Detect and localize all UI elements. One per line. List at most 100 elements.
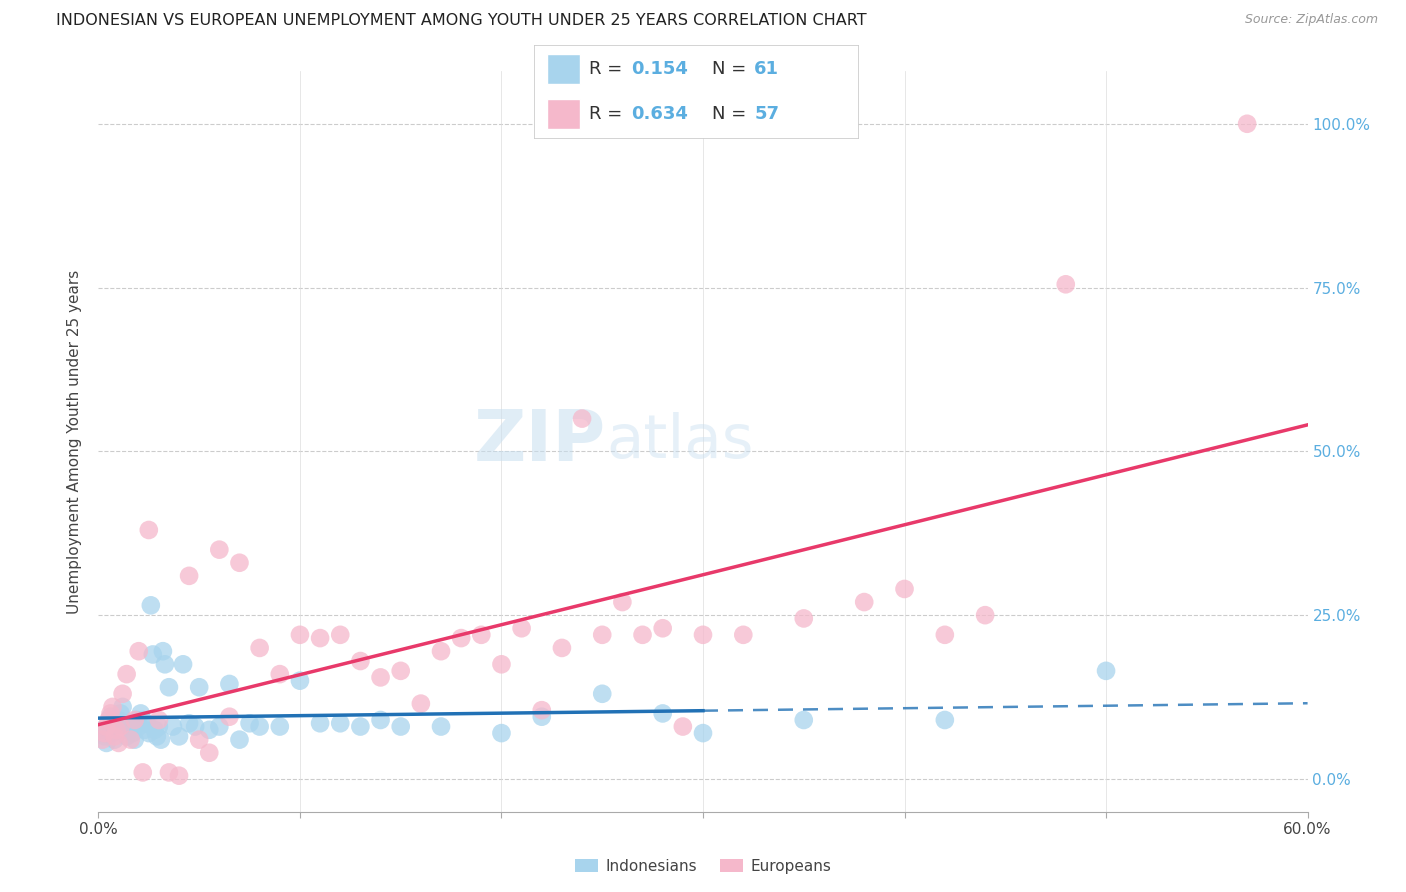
Point xyxy=(893,582,915,596)
Point xyxy=(179,569,201,583)
Point xyxy=(111,687,134,701)
Point xyxy=(120,732,142,747)
Point xyxy=(172,657,194,672)
Point xyxy=(101,726,124,740)
Point xyxy=(101,699,124,714)
Y-axis label: Unemployment Among Youth under 25 years: Unemployment Among Youth under 25 years xyxy=(67,269,83,614)
Point xyxy=(111,699,134,714)
Point xyxy=(114,723,136,737)
Point xyxy=(138,726,160,740)
Point xyxy=(91,732,114,747)
Point xyxy=(1236,117,1258,131)
Point xyxy=(135,716,157,731)
Point xyxy=(309,716,332,731)
Point xyxy=(198,723,221,737)
Point xyxy=(228,556,250,570)
Point xyxy=(934,628,956,642)
Point xyxy=(134,723,156,737)
Point xyxy=(132,765,155,780)
Point xyxy=(149,732,172,747)
Point xyxy=(288,673,311,688)
Point xyxy=(349,720,371,734)
Point xyxy=(138,523,160,537)
Point xyxy=(96,736,118,750)
Point xyxy=(853,595,876,609)
Point xyxy=(208,542,231,557)
Point xyxy=(152,644,174,658)
Point xyxy=(167,730,190,744)
Point xyxy=(591,628,613,642)
Point xyxy=(162,720,184,734)
Point xyxy=(125,713,148,727)
Point xyxy=(631,628,654,642)
Point xyxy=(974,608,997,623)
Text: Source: ZipAtlas.com: Source: ZipAtlas.com xyxy=(1244,13,1378,27)
Point xyxy=(269,667,291,681)
Point xyxy=(1095,664,1118,678)
Point xyxy=(409,697,432,711)
Point xyxy=(128,720,150,734)
Point xyxy=(491,657,513,672)
Point xyxy=(288,628,311,642)
Point xyxy=(249,720,271,734)
Point xyxy=(91,723,114,737)
Point xyxy=(591,687,613,701)
Point xyxy=(110,720,132,734)
Point xyxy=(188,680,211,694)
Point xyxy=(370,670,392,684)
Point xyxy=(249,640,271,655)
Point xyxy=(269,720,291,734)
Legend: Indonesians, Europeans: Indonesians, Europeans xyxy=(568,853,838,880)
Point xyxy=(128,644,150,658)
Point xyxy=(793,611,815,625)
Point xyxy=(121,726,143,740)
Point xyxy=(97,716,120,731)
Point xyxy=(124,732,146,747)
Text: N =: N = xyxy=(713,105,752,123)
Point xyxy=(157,680,180,694)
Point xyxy=(184,720,207,734)
Text: N =: N = xyxy=(713,60,752,78)
Point xyxy=(103,732,125,747)
Point xyxy=(692,628,714,642)
Point xyxy=(148,713,170,727)
Point xyxy=(93,726,115,740)
Point xyxy=(120,720,142,734)
Point xyxy=(470,628,492,642)
Text: 61: 61 xyxy=(754,60,779,78)
Point xyxy=(329,628,352,642)
Point xyxy=(93,730,115,744)
Point xyxy=(103,730,125,744)
Point xyxy=(97,713,120,727)
Point xyxy=(218,677,240,691)
Point xyxy=(157,765,180,780)
Point xyxy=(672,720,695,734)
Point xyxy=(329,716,352,731)
Point xyxy=(107,736,129,750)
Text: R =: R = xyxy=(589,105,628,123)
Point xyxy=(132,713,155,727)
Point xyxy=(198,746,221,760)
Point xyxy=(179,716,201,731)
Point xyxy=(124,713,146,727)
Point xyxy=(148,720,170,734)
Point xyxy=(530,703,553,717)
Point xyxy=(208,720,231,734)
Text: INDONESIAN VS EUROPEAN UNEMPLOYMENT AMONG YOUTH UNDER 25 YEARS CORRELATION CHART: INDONESIAN VS EUROPEAN UNEMPLOYMENT AMON… xyxy=(56,13,868,29)
Text: atlas: atlas xyxy=(606,412,754,471)
Point xyxy=(167,769,190,783)
Point xyxy=(309,631,332,645)
Point xyxy=(105,723,128,737)
Point xyxy=(139,599,162,613)
Point xyxy=(146,730,169,744)
Point xyxy=(430,644,453,658)
Point xyxy=(115,667,138,681)
Point xyxy=(510,621,533,635)
Point xyxy=(228,732,250,747)
Point xyxy=(107,713,129,727)
Point xyxy=(105,720,128,734)
Point xyxy=(100,709,122,723)
Point xyxy=(100,706,122,721)
Point xyxy=(612,595,634,609)
Point xyxy=(370,713,392,727)
